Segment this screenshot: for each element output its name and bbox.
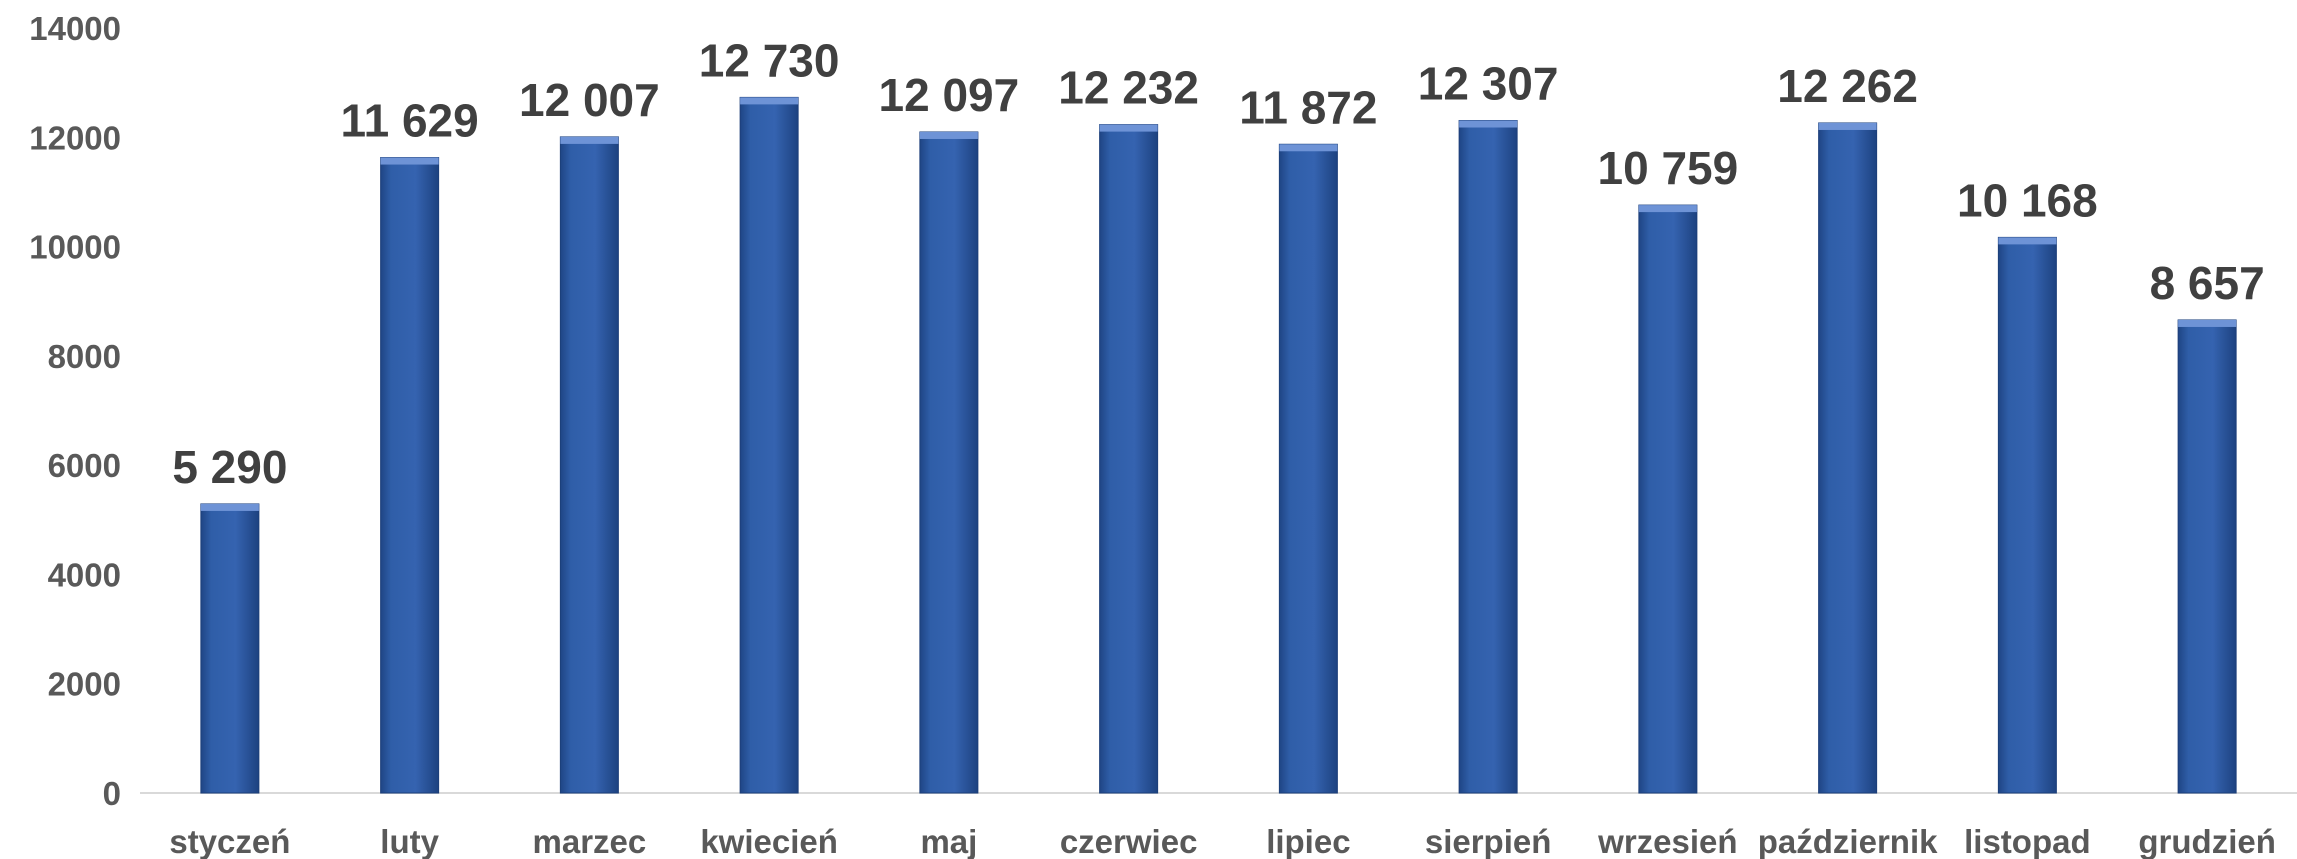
bar <box>1099 124 1159 794</box>
bar-top-highlight <box>1998 237 2057 245</box>
category-label: sierpień <box>1425 823 1552 859</box>
bar <box>1638 204 1698 794</box>
bar <box>919 131 979 794</box>
data-label: 12 097 <box>879 69 1020 121</box>
category-label: marzec <box>533 823 647 859</box>
data-label: 10 168 <box>1957 174 2098 226</box>
category-label: wrzesień <box>1597 823 1737 859</box>
bar <box>559 136 619 794</box>
axis-layer: 0 2000 4000 6000 8000 10000 12000 14000 <box>29 10 2297 812</box>
bar-top-highlight <box>740 97 799 105</box>
category-label: maj <box>920 823 977 859</box>
bar <box>1278 143 1338 794</box>
y-tick-label: 14000 <box>29 10 121 47</box>
bar <box>1458 120 1518 794</box>
bar-top-highlight <box>1638 205 1697 213</box>
bar-top-highlight <box>560 136 619 144</box>
data-label: 12 307 <box>1418 58 1559 110</box>
data-label: 10 759 <box>1598 142 1739 194</box>
bar <box>1997 236 2057 794</box>
bar-top-highlight <box>919 131 978 139</box>
bar-top-highlight <box>1459 120 1518 128</box>
category-label: luty <box>380 823 439 859</box>
data-label: 12 730 <box>699 34 840 86</box>
data-label: 12 262 <box>1777 60 1918 112</box>
bar <box>1818 122 1878 794</box>
bar-top-highlight <box>380 157 439 165</box>
data-label: 5 290 <box>172 441 287 493</box>
bar <box>380 157 440 794</box>
category-label: styczeń <box>169 823 290 859</box>
data-label: 8 657 <box>2150 257 2265 309</box>
y-tick-label: 8000 <box>48 338 121 375</box>
category-label: listopad <box>1964 823 2091 859</box>
category-label: grudzień <box>2138 823 2276 859</box>
y-tick-label: 12000 <box>29 119 121 156</box>
y-tick-label: 0 <box>103 775 121 812</box>
data-label: 11 872 <box>1239 81 1377 133</box>
bar <box>2177 319 2237 794</box>
bar <box>200 503 260 794</box>
y-tick-label: 10000 <box>29 229 121 266</box>
y-tick-label: 2000 <box>48 666 121 703</box>
bar <box>739 96 799 794</box>
data-label: 11 629 <box>341 95 479 147</box>
bar-top-highlight <box>2178 319 2237 327</box>
category-label: kwiecień <box>700 823 838 859</box>
bar-top-highlight <box>1818 122 1877 130</box>
bar-top-highlight <box>200 503 259 511</box>
category-label: czerwiec <box>1060 823 1198 859</box>
data-label: 12 007 <box>519 74 660 126</box>
labels-layer: 5 290 styczeń 11 629 luty 12 007 marzec 12 730… <box>169 34 2276 859</box>
category-label: październik <box>1758 823 1938 859</box>
bar-top-highlight <box>1099 124 1158 132</box>
y-tick-label: 6000 <box>48 447 121 484</box>
bar-top-highlight <box>1279 144 1338 152</box>
y-tick-label: 4000 <box>48 556 121 593</box>
bars-layer <box>200 96 2237 794</box>
data-label: 12 232 <box>1058 62 1199 114</box>
category-label: lipiec <box>1266 823 1350 859</box>
